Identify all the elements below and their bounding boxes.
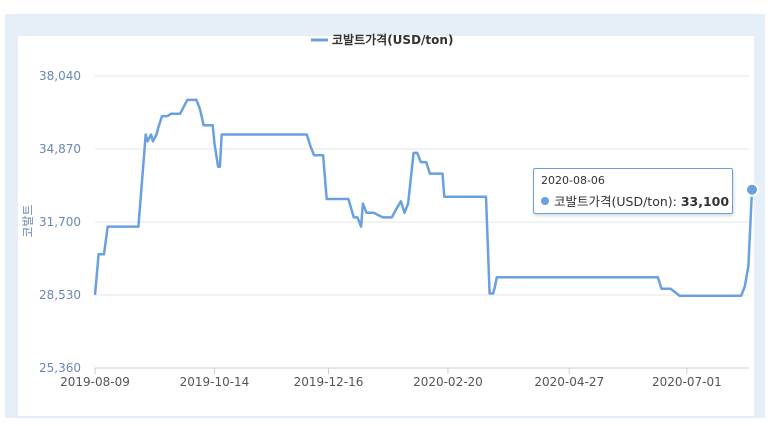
chart-panel — [18, 36, 754, 416]
tooltip-dot-icon — [541, 197, 549, 205]
x-tick-label: 2019-10-14 — [180, 375, 250, 389]
x-tick-label: 2020-02-20 — [413, 375, 483, 389]
tooltip-value: 33,100 — [680, 194, 730, 209]
y-tick-label: 25,360 — [39, 361, 81, 375]
series-line — [93, 98, 754, 297]
tooltip-series-label: 코발트가격(USD/ton): — [554, 194, 677, 209]
y-tick-label: 38,040 — [39, 69, 81, 83]
gridlines — [95, 75, 749, 369]
y-tick-label: 28,530 — [39, 288, 81, 302]
tooltip-date: 2020-08-06 — [541, 174, 605, 187]
chart-frame — [5, 14, 765, 418]
legend-label: 코발트가격(USD/ton) — [332, 32, 453, 47]
x-tick-label: 2019-12-16 — [294, 375, 364, 389]
y-tick-label: 34,870 — [39, 142, 81, 156]
x-tick-label: 2020-07-01 — [652, 375, 722, 389]
legend[interactable]: 코발트가격(USD/ton) — [311, 32, 453, 47]
x-tick-label: 2020-04-27 — [534, 375, 604, 389]
tooltip-row: 코발트가격(USD/ton): 33,100 — [541, 191, 729, 210]
x-axis: 2019-08-09 2019-10-14 2019-12-16 2020-02-20… — [60, 367, 749, 389]
y-axis-ticks: 25,360 28,530 31,700 34,870 38,040 — [39, 69, 81, 375]
y-tick-label: 31,700 — [39, 215, 81, 229]
hover-point[interactable] — [745, 182, 760, 197]
y-axis-label: 코발트 — [21, 204, 35, 237]
tooltip: 2020-08-06 코발트가격(USD/ton): 33,100 — [533, 168, 733, 214]
x-tick-label: 2019-08-09 — [60, 375, 130, 389]
